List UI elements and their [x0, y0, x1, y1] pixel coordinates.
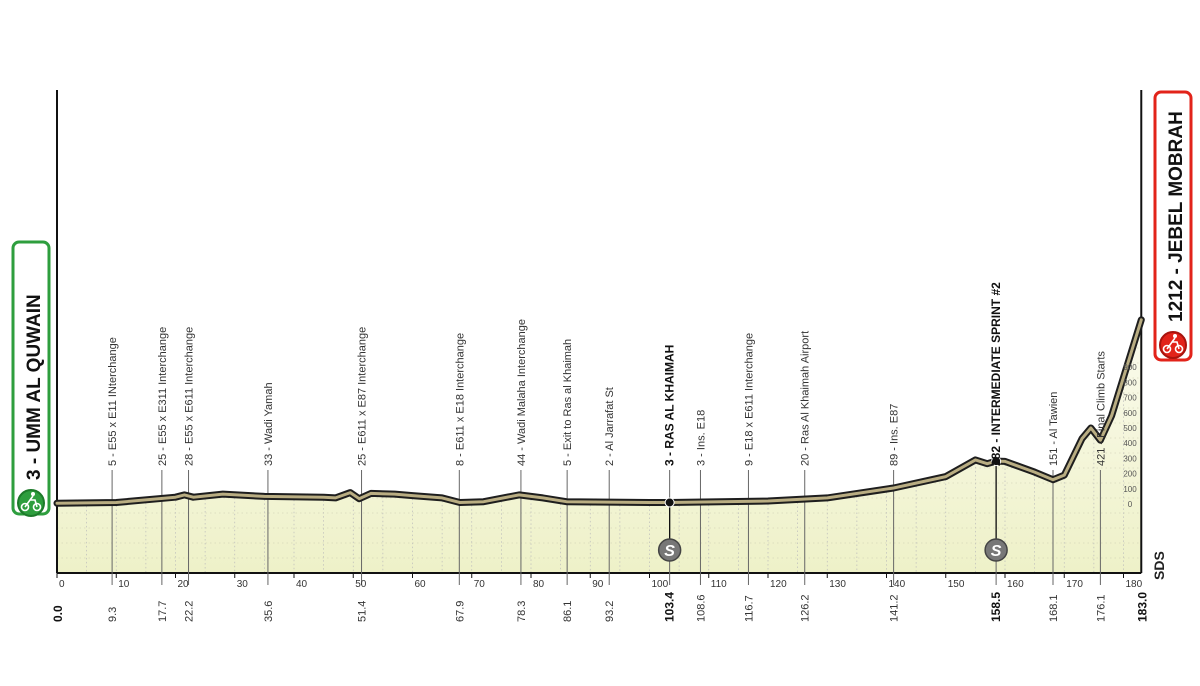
finish-label-box: 1212 - JEBEL MOBRAH: [1153, 90, 1193, 362]
sprint-point: [991, 456, 1002, 467]
elevation-tick-label: 300: [1123, 454, 1137, 463]
landmark-label: 25 - E55 x E311 Interchange: [157, 327, 169, 466]
x-tick-label: 140: [889, 579, 906, 590]
elevation-tick-label: 700: [1123, 394, 1137, 403]
profile-area: [57, 319, 1142, 573]
landmark-km-label: 93.2: [604, 601, 616, 622]
start-km-label: 0.0: [51, 605, 65, 622]
landmark-label: 44 - Wadi Malaha Interchange: [516, 319, 528, 466]
landmark-label: 3 - RAS AL KHAIMAH: [663, 345, 677, 466]
landmark-label: 3 - Ins. E18: [695, 410, 707, 466]
sprint-icon: [657, 538, 682, 562]
elevation-tick-label: 0: [1128, 500, 1133, 509]
x-tick-label: 150: [948, 579, 965, 590]
landmark-label: 28 - E55 x E611 Interchange: [184, 327, 196, 466]
landmark-km-label: 176.1: [1095, 594, 1107, 622]
landmark-label: 421 - Final Climb Starts: [1095, 351, 1107, 466]
landmark-km-label: 126.2: [800, 594, 812, 622]
landmark-label: 5 - Exit to Ras al Khaimah: [562, 339, 574, 466]
x-tick-label: 40: [296, 579, 308, 590]
finish-label: 1212 - JEBEL MOBRAH: [1166, 111, 1187, 322]
profile-mask: [57, 80, 1142, 504]
landmark-km-label: 116.7: [743, 595, 755, 622]
x-tick-label: 110: [711, 579, 727, 590]
landmark-label: 33 - Wadi Yamah: [263, 382, 275, 466]
x-tick-label: 100: [652, 579, 669, 590]
landmark-label: 282 - INTERMEDIATE SPRINT #2: [989, 282, 1003, 466]
landmark-km-label: 35.6: [263, 601, 275, 622]
landmark-km-label: 86.1: [562, 601, 574, 622]
landmark-km-label: 103.4: [663, 592, 677, 622]
landmark-km-label: 108.6: [695, 594, 707, 622]
x-tick-label: 160: [1007, 579, 1024, 590]
x-tick-label: 90: [592, 579, 604, 590]
sprint-point: [664, 497, 675, 508]
landmark-km-label: 67.9: [454, 601, 466, 622]
x-tick-label: 20: [178, 579, 190, 590]
bike-icon: [1159, 331, 1187, 359]
x-tick-label: 30: [237, 579, 249, 590]
profile-line: [55, 318, 1143, 505]
landmark-label: 151 - Al Tawien: [1048, 392, 1060, 466]
elevation-tick-label: 400: [1123, 439, 1137, 448]
landmark-km-label: 9.3: [107, 607, 119, 622]
x-tick-label: 120: [770, 579, 787, 590]
bike-icon: [17, 489, 45, 517]
landmark-km-label: 78.3: [516, 601, 528, 622]
landmark-label: 25 - E611 x E87 Interchange: [357, 327, 369, 466]
elevation-tick-label: 200: [1123, 470, 1137, 479]
x-tick-label: 10: [118, 579, 130, 590]
landmark-km-label: 51.4: [357, 601, 369, 622]
finish-km-label: 183.0: [1135, 592, 1149, 622]
landmark-label: 20 - Ras Al Khaimah Airport: [800, 331, 812, 466]
elevation-tick-label: 600: [1123, 409, 1137, 418]
elevation-tick-label: 900: [1123, 363, 1137, 372]
x-tick-label: 170: [1066, 579, 1083, 590]
x-tick-label: 130: [829, 579, 846, 590]
landmark-label: 89 - Ins. E87: [889, 404, 901, 466]
start-label: 3 - UMM AL QUWAIN: [24, 294, 45, 480]
landmark-label: 9 - E18 x E611 Interchange: [743, 333, 755, 466]
x-tick-label: 60: [415, 579, 427, 590]
landmark-label: 8 - E611 x E18 Interchange: [454, 333, 466, 466]
elevation-tick-label: 800: [1123, 378, 1137, 387]
sds-logo: SDS: [1151, 551, 1167, 580]
start-label-box: 3 - UMM AL QUWAIN: [11, 240, 51, 517]
x-tick-label: 80: [533, 579, 545, 590]
x-tick-label: 50: [355, 579, 367, 590]
x-tick-label: 70: [474, 579, 486, 590]
elevation-tick-label: 500: [1123, 424, 1137, 433]
landmark-label: 2 - Al Jarrafat St: [604, 387, 616, 466]
landmark-km-label: 158.5: [989, 592, 1003, 622]
landmark-km-label: 168.1: [1048, 594, 1060, 622]
sprint-icon-label: S: [664, 543, 675, 560]
x-tick-label: 0: [59, 579, 65, 590]
sprint-icon-label: S: [991, 543, 1002, 560]
landmark-km-label: 141.2: [889, 594, 901, 622]
landmark-km-label: 17.7: [157, 601, 169, 622]
landmark-km-label: 22.2: [184, 601, 196, 622]
landmark-label: 5 - E55 x E11 INterchange: [107, 337, 119, 466]
sprint-icon: [984, 538, 1008, 562]
elevation-tick-label: 100: [1123, 485, 1137, 494]
x-tick-label: 180: [1126, 579, 1143, 590]
